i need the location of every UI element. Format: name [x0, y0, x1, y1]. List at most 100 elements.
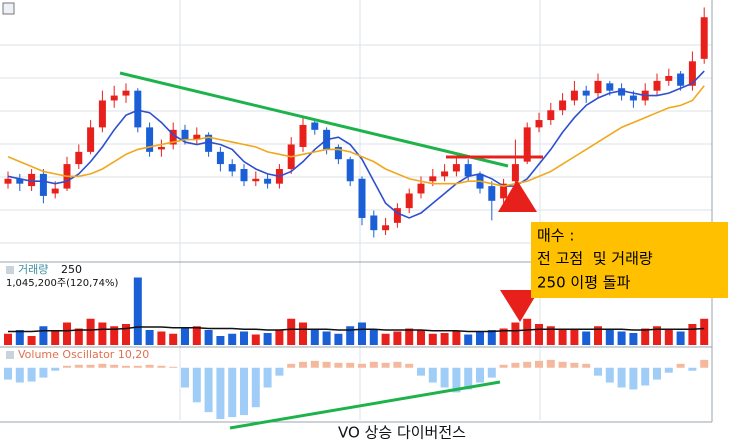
candle-body — [452, 164, 460, 172]
candle-body — [110, 95, 118, 101]
bar — [570, 362, 579, 368]
note-text: 전 고점 및 거래량 — [537, 250, 653, 268]
bar — [145, 330, 154, 345]
bar — [511, 322, 520, 345]
candle-body — [511, 164, 519, 182]
candle-body — [570, 90, 578, 101]
bar — [287, 363, 296, 368]
bar — [15, 330, 24, 345]
bar — [464, 334, 473, 345]
bar — [145, 364, 154, 368]
bar — [287, 318, 296, 345]
bar — [98, 322, 107, 345]
candle-body — [382, 225, 390, 231]
bar — [157, 331, 166, 345]
marks — [4, 7, 709, 420]
bar — [664, 330, 673, 345]
candle-body — [653, 80, 661, 91]
bar — [605, 330, 614, 345]
candle-body — [582, 90, 590, 96]
trend-line — [119, 71, 509, 168]
candle-body — [429, 176, 437, 182]
bar — [523, 361, 532, 368]
candle-body — [51, 188, 59, 194]
candle-body — [700, 17, 708, 59]
bar — [240, 331, 248, 345]
moving-average — [7, 85, 705, 187]
candle-body — [405, 193, 413, 209]
bar — [322, 361, 331, 368]
bar — [700, 318, 709, 345]
candle-body — [311, 122, 319, 130]
bar — [558, 361, 567, 368]
bar — [476, 331, 484, 345]
bar — [594, 326, 602, 345]
bar — [228, 333, 237, 345]
volume-average — [8, 326, 705, 333]
candle-body — [417, 183, 425, 194]
bar — [464, 367, 473, 390]
bar — [617, 367, 626, 388]
bar — [204, 330, 213, 345]
bar — [487, 367, 496, 378]
bar — [393, 361, 402, 368]
candle-body — [157, 146, 165, 150]
bar — [594, 367, 602, 376]
bar — [334, 362, 343, 368]
bar — [546, 359, 555, 368]
candle-body — [677, 73, 685, 86]
bar — [310, 328, 319, 345]
bar — [405, 328, 414, 345]
volume-info: 1,045,200주(120,74%) — [6, 278, 118, 289]
bar — [558, 330, 567, 345]
candle-body — [264, 178, 272, 184]
bar — [216, 367, 225, 420]
bar — [476, 367, 484, 383]
bar — [110, 364, 119, 368]
bar — [381, 333, 390, 345]
menu-icon[interactable] — [2, 2, 15, 15]
bar — [535, 324, 543, 345]
bar — [299, 322, 307, 345]
bar — [499, 364, 508, 368]
bar — [499, 328, 508, 345]
bar — [74, 364, 83, 368]
bar — [133, 277, 142, 345]
bar — [51, 367, 60, 371]
bar — [641, 328, 650, 345]
candle-body — [665, 75, 673, 81]
bar — [487, 330, 496, 345]
volume-arrow — [500, 290, 539, 322]
bar — [251, 367, 260, 408]
oscillator-title: Volume Oscillator 10,20 — [18, 348, 149, 361]
bar — [51, 331, 60, 345]
bar — [440, 333, 449, 345]
divergence-label: VO 상승 다이버전스 — [338, 424, 466, 442]
bar — [192, 326, 201, 345]
candle-body — [240, 168, 248, 182]
bar — [334, 333, 343, 345]
candle-body — [228, 164, 236, 172]
volume-title: 거래량 — [18, 263, 48, 276]
candle-body — [299, 124, 307, 147]
bar — [641, 367, 650, 386]
bar — [346, 326, 355, 345]
buy-arrow — [498, 180, 537, 212]
candle-body — [98, 100, 106, 128]
bar — [251, 334, 260, 345]
candle-body — [122, 90, 130, 96]
bar — [688, 324, 697, 345]
bar — [275, 367, 284, 376]
bar — [86, 318, 95, 345]
bar — [110, 326, 119, 345]
bar — [98, 363, 107, 368]
candle-body — [146, 127, 154, 152]
note-box — [531, 222, 728, 298]
bar — [452, 331, 461, 345]
bar — [4, 333, 12, 345]
bar — [63, 365, 71, 368]
bar — [74, 328, 83, 345]
bar — [310, 360, 319, 368]
bar — [346, 362, 355, 368]
bar — [653, 367, 661, 380]
